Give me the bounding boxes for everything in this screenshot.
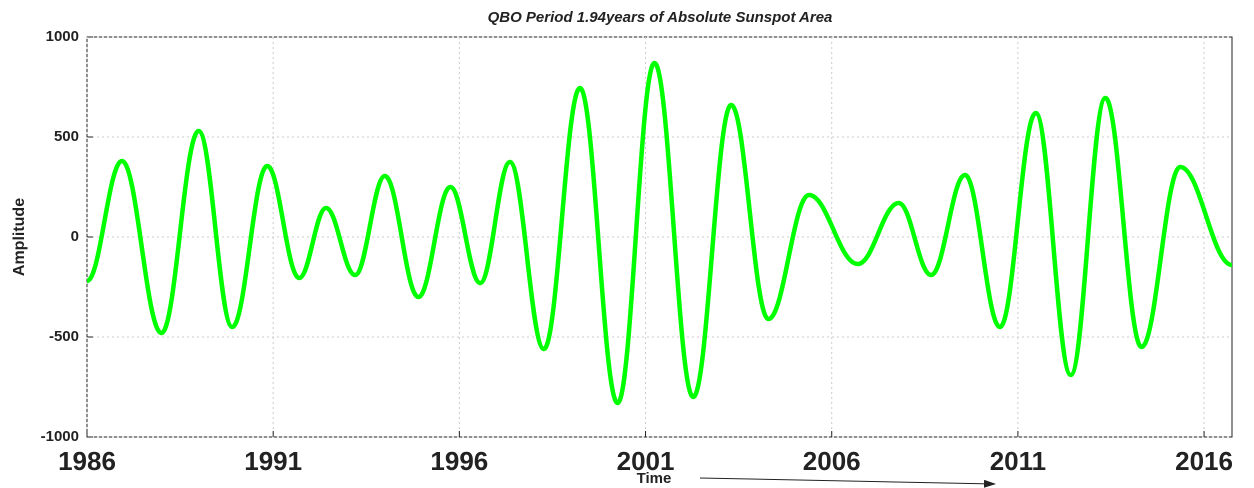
x-tick-label: 1991 [244, 446, 302, 476]
y-tick-label: 500 [54, 128, 79, 145]
data-line [85, 60, 1233, 406]
x-axis-label: Time [637, 470, 672, 487]
y-tick-label: -1000 [41, 428, 79, 445]
chart-title: QBO Period 1.94years of Absolute Sunspot… [488, 9, 833, 26]
x-tick-label: 1986 [58, 446, 116, 476]
x-tick-label: 2006 [803, 446, 861, 476]
x-tick-label: 1996 [430, 446, 488, 476]
x-tick-label: 2011 [990, 446, 1046, 476]
arrow [699, 477, 996, 488]
y-tick-label: 1000 [46, 28, 79, 45]
y-tick-label: 0 [71, 228, 79, 245]
x-tick-label: 2016 [1175, 446, 1233, 476]
y-tick-label: -500 [49, 328, 79, 345]
y-axis-label: Amplitude [11, 198, 28, 276]
x-tick-label: 2001 [617, 446, 675, 476]
